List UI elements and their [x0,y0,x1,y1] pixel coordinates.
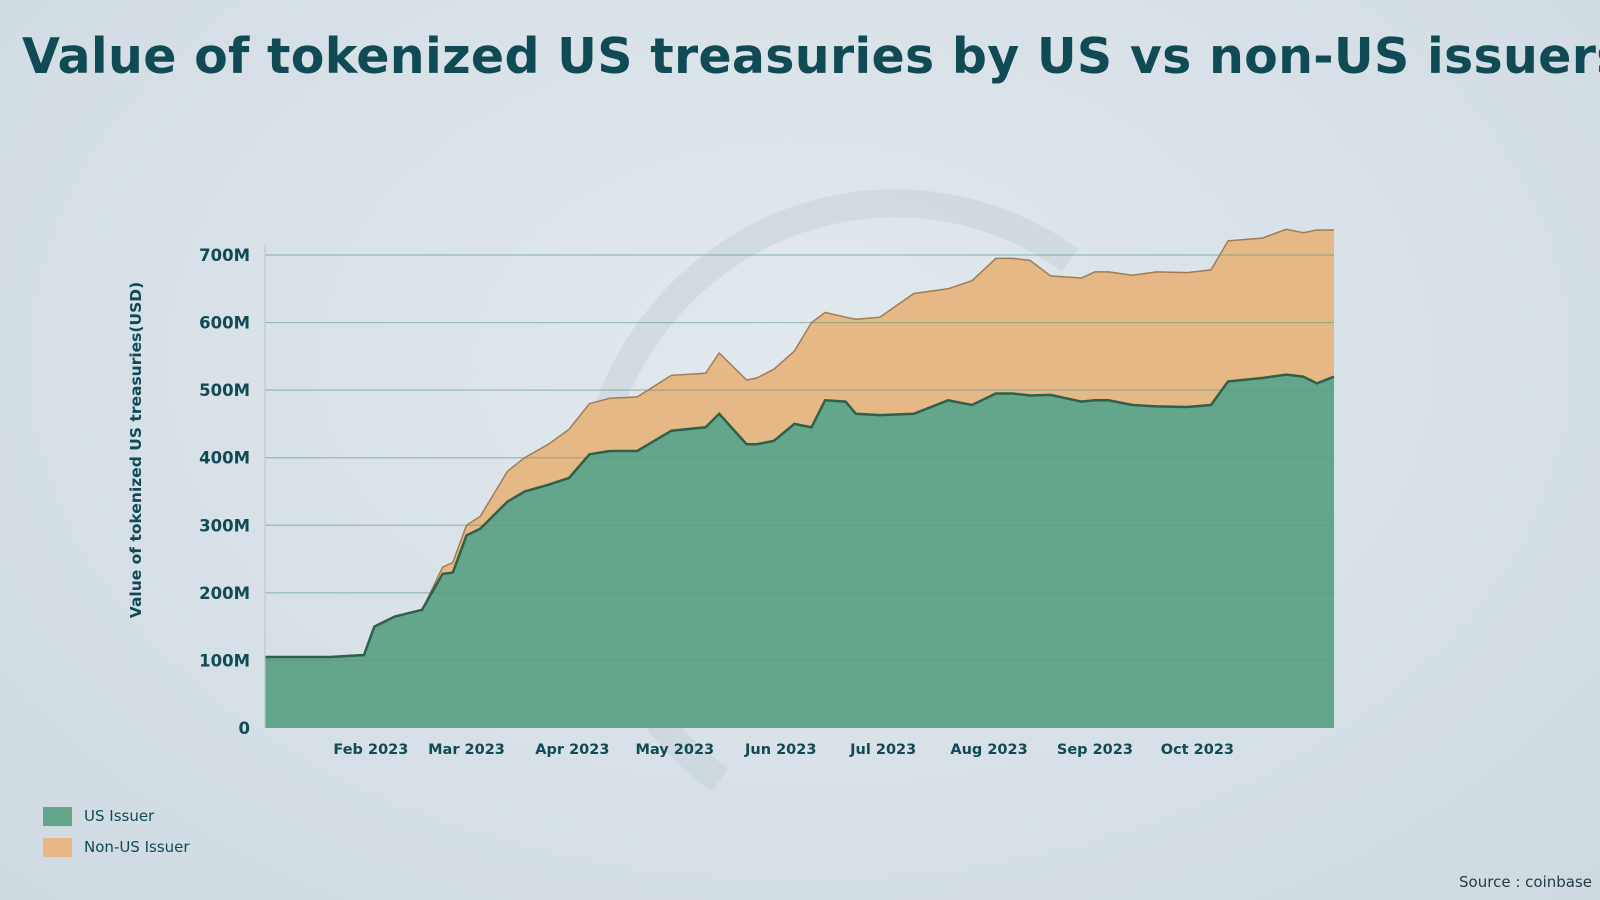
y-tick-label: 200M [199,584,250,603]
x-tick-label: Sep 2023 [1057,742,1133,758]
x-tick-label: Aug 2023 [950,742,1027,758]
y-tick-label: 500M [199,381,250,400]
x-tick-label: Jul 2023 [849,742,916,758]
legend-label-non-us-issuer: Non-US Issuer [84,838,190,856]
x-tick-label: Feb 2023 [333,742,408,758]
x-tick-label: Mar 2023 [428,742,505,758]
series-line-non-us-issuer [265,228,1334,658]
x-tick-label: Jun 2023 [744,742,816,758]
y-tick-label: 400M [199,449,250,468]
source-note: Source : coinbase [1459,873,1592,891]
x-axis: Feb 2023 Mar 2023 Apr 2023 May 2023 Jun 2023… [333,742,1234,758]
chart-title: Value of tokenized US treasuries by US v… [22,28,1600,85]
series-line-us-issuer [265,373,1335,659]
series-area-us-issuer [265,374,1334,728]
y-axis-label: Value of tokenized US treasuries(USD) [127,282,145,618]
legend-item-non-us-issuer: Non-US Issuer [43,837,190,857]
y-tick-label: 600M [199,314,250,333]
series-area-non-us-issuer [265,229,1334,658]
legend-label-us-issuer: US Issuer [84,807,155,825]
y-tick-label: 100M [199,651,250,670]
y-tick-label: 0 [239,719,250,738]
y-axis: 0 100M 200M 300M 400M 500M 600M 700M [199,246,250,738]
legend-swatch-non-us-issuer [43,837,72,857]
legend-item-us-issuer: US Issuer [43,806,190,826]
x-tick-label: Oct 2023 [1161,742,1234,758]
legend-swatch-us-issuer [43,806,72,826]
x-tick-label: Apr 2023 [535,742,609,758]
plot-area [265,228,1335,728]
y-tick-label: 700M [199,246,250,265]
y-tick-label: 300M [199,516,250,535]
x-tick-label: May 2023 [636,742,715,758]
legend: US Issuer Non-US Issuer [43,806,190,868]
